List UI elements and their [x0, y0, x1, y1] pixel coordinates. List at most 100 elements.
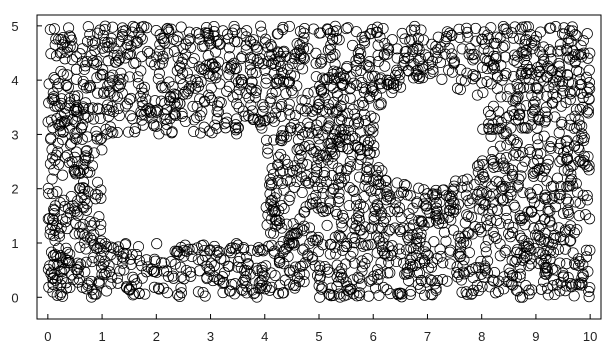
data-point — [478, 26, 490, 38]
data-point — [333, 275, 345, 288]
data-point — [478, 271, 490, 283]
data-point — [120, 238, 132, 250]
data-point — [289, 109, 301, 122]
data-point — [423, 51, 435, 63]
data-point — [128, 57, 140, 70]
data-point — [141, 45, 154, 57]
data-point — [337, 141, 349, 153]
data-point — [81, 35, 94, 47]
data-point — [96, 144, 108, 156]
data-point — [467, 263, 479, 275]
data-point — [276, 98, 288, 110]
data-point — [80, 150, 92, 162]
data-point — [520, 45, 532, 57]
data-point — [221, 112, 233, 124]
data-point — [88, 113, 100, 125]
data-point — [253, 282, 265, 294]
data-point — [372, 49, 384, 61]
data-point — [193, 80, 205, 92]
data-point — [383, 44, 395, 56]
data-point — [221, 116, 233, 128]
data-point — [350, 65, 362, 77]
data-point — [466, 49, 478, 61]
data-point — [554, 156, 566, 168]
data-point — [375, 72, 387, 84]
data-point — [561, 193, 573, 205]
data-point — [327, 33, 339, 46]
data-point — [130, 37, 142, 49]
data-point — [538, 56, 550, 68]
data-point — [501, 139, 513, 151]
data-point — [517, 81, 530, 93]
data-point — [368, 193, 380, 205]
data-point — [296, 171, 308, 183]
data-point — [434, 243, 446, 255]
data-point — [332, 90, 344, 102]
data-point — [48, 268, 60, 280]
data-point — [48, 23, 60, 35]
data-point — [88, 228, 100, 240]
data-point — [402, 52, 414, 64]
data-point — [146, 263, 158, 275]
data-point — [508, 149, 520, 161]
data-point — [42, 116, 54, 128]
data-point — [347, 274, 359, 286]
data-point — [490, 232, 502, 244]
data-point — [301, 170, 313, 182]
data-point — [543, 236, 555, 248]
data-point — [399, 268, 411, 280]
data-point — [466, 228, 479, 240]
data-point — [350, 213, 363, 225]
data-point — [373, 289, 385, 301]
data-point — [230, 119, 242, 131]
data-point — [70, 217, 82, 229]
data-point — [373, 232, 385, 244]
data-point — [279, 243, 291, 255]
data-point — [251, 245, 263, 257]
data-point — [572, 134, 584, 147]
data-point — [294, 162, 306, 174]
data-point — [70, 106, 83, 118]
data-point — [90, 193, 102, 205]
data-point — [84, 28, 96, 40]
data-point — [503, 263, 515, 275]
data-point — [351, 112, 363, 125]
data-point — [367, 121, 379, 133]
data-point — [350, 59, 362, 71]
data-point — [127, 20, 139, 32]
data-point — [71, 110, 84, 122]
x-tick-label: 5 — [315, 329, 322, 344]
data-point — [430, 46, 442, 58]
data-point — [220, 122, 232, 134]
data-point — [159, 97, 171, 109]
data-point — [192, 253, 204, 266]
data-point — [277, 46, 289, 58]
data-point — [561, 153, 574, 165]
y-tick-label: 4 — [11, 73, 18, 88]
data-point — [154, 39, 166, 51]
data-point — [151, 238, 163, 250]
data-point — [525, 205, 537, 217]
data-point — [274, 279, 286, 291]
data-point — [521, 59, 533, 71]
data-point — [293, 275, 305, 287]
data-point — [45, 132, 57, 144]
data-point — [539, 189, 551, 201]
data-point — [570, 178, 582, 190]
data-point — [457, 175, 469, 187]
data-point — [479, 52, 491, 64]
data-point — [308, 23, 320, 35]
data-point — [381, 284, 393, 296]
data-point — [185, 80, 197, 92]
data-point — [562, 164, 574, 176]
data-point — [312, 127, 324, 139]
data-point — [359, 37, 371, 49]
data-point — [277, 24, 289, 36]
data-point — [112, 103, 124, 115]
data-point — [448, 180, 460, 192]
data-point — [475, 255, 487, 267]
data-point — [461, 209, 473, 221]
data-point — [310, 71, 322, 83]
data-point — [311, 119, 323, 131]
data-point — [414, 236, 426, 248]
